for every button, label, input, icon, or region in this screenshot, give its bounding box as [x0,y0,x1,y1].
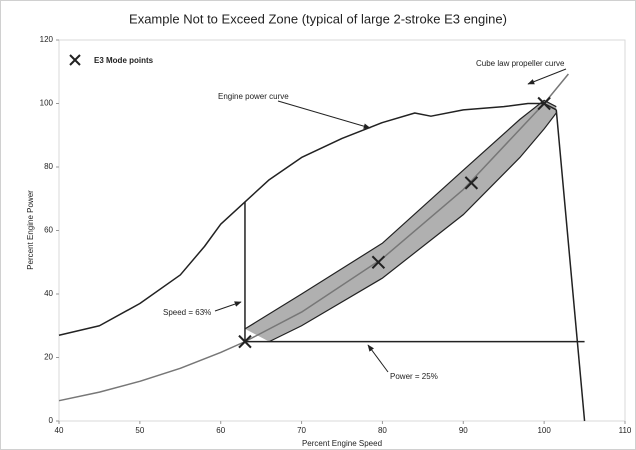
x-tick-label: 40 [55,426,64,435]
annotation: Engine power curve [218,92,289,101]
annotation: Speed = 63% [163,308,211,317]
y-tick-label: 60 [44,226,53,235]
legend: E3 Mode points [69,54,154,66]
x-tick-label: 80 [378,426,387,435]
y-tick-label: 100 [40,99,54,108]
y-tick-label: 80 [44,162,53,171]
annotation: Cube law propeller curve [476,59,565,68]
series-line [58,102,557,337]
x-tick-label: 70 [297,426,306,435]
y-tick-label: 20 [44,353,53,362]
x-axis-label: Percent Engine Speed [302,439,382,448]
mode-point [238,334,252,349]
x-tick-label: 90 [459,426,468,435]
mode-point [464,176,479,190]
annotation: Power = 25% [390,372,438,381]
y-tick-label: 40 [44,289,53,298]
legend-marker [69,54,81,66]
annotation-arrow [527,68,567,85]
y-tick-label: 120 [40,35,54,44]
annotation-arrow [214,301,242,312]
y-tick-label: 0 [49,416,54,425]
series-line [555,109,586,422]
band-edge [244,99,557,330]
x-tick-label: 60 [216,426,225,435]
x-tick-label: 50 [135,426,144,435]
annotation-arrow [367,344,389,373]
mode-point [371,255,386,269]
x-tick-label: 100 [537,426,551,435]
legend-label: E3 Mode points [94,56,154,65]
band-edge [268,112,557,343]
y-axis-label: Percent Engine Power [26,190,35,270]
mode-point [537,96,551,111]
chart-title: Example Not to Exceed Zone (typical of l… [129,11,507,26]
x-tick-label: 110 [619,426,632,435]
annotation-arrow [277,100,371,129]
plot-area: 40 50 60 70 80 90 100 110 0 20 40 60 80 100 120 [40,35,632,435]
